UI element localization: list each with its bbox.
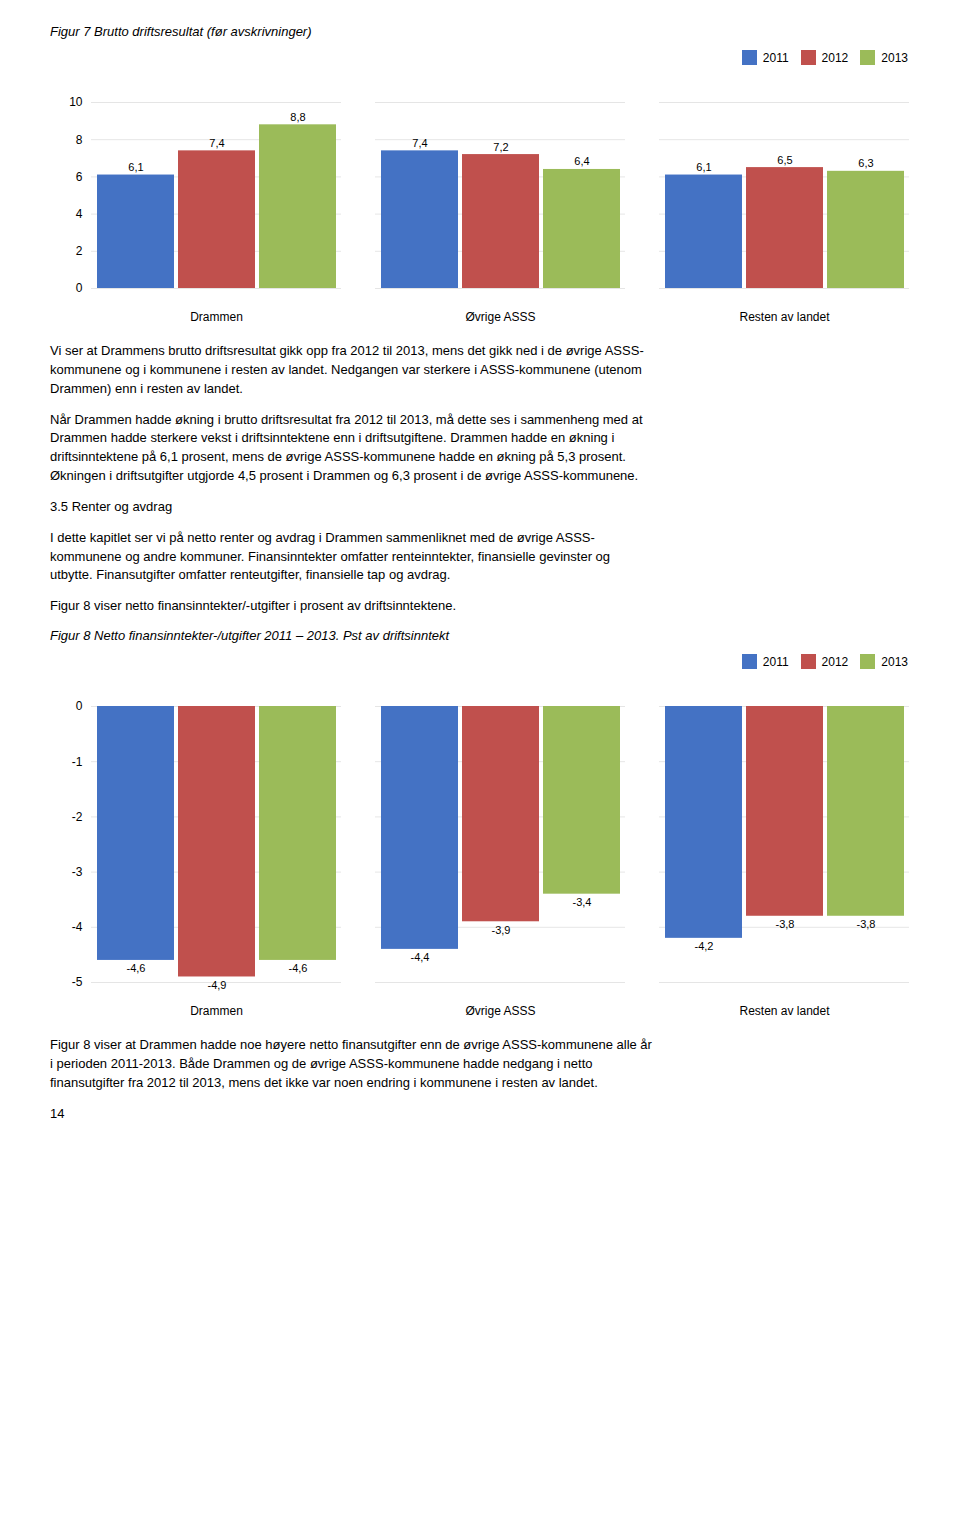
html-text:2012: 2012 (821, 50, 849, 65)
html-text:Når Drammen hadde økning i bru: Når Drammen hadde økning i brutto drifts… (50, 411, 643, 484)
svg-text:Resten av landet: Resten av landet (739, 310, 830, 324)
html-text:Figur 7 Brutto driftsresultat: Figur 7 Brutto driftsresultat (før avskr… (50, 24, 312, 39)
html-text:3.5 Renter og avdrag: 3.5 Renter og avdrag (50, 498, 173, 514)
svg-text:6,1: 6,1 (696, 161, 711, 173)
svg-text:0: 0 (76, 281, 83, 295)
svg-text:-3,8: -3,8 (857, 918, 876, 930)
svg-text:-3,4: -3,4 (573, 896, 592, 908)
html-text:I dette kapitlet ser vi på net: I dette kapitlet ser vi på netto renter … (50, 529, 610, 583)
svg-text:-5: -5 (72, 975, 83, 989)
svg-text:8: 8 (76, 133, 83, 147)
svg-text:6,3: 6,3 (858, 157, 873, 169)
svg-text:-2: -2 (72, 810, 83, 824)
svg-text:-4,4: -4,4 (411, 951, 430, 963)
svg-text:7,4: 7,4 (412, 137, 427, 149)
svg-text:8,8: 8,8 (290, 111, 305, 123)
html-text:2011: 2011 (762, 654, 789, 669)
svg-text:10: 10 (69, 95, 83, 109)
svg-text:-4,9: -4,9 (208, 979, 227, 991)
svg-text:0: 0 (76, 699, 83, 713)
svg-text:6,4: 6,4 (574, 155, 589, 167)
svg-text:4: 4 (76, 207, 83, 221)
svg-text:-4,6: -4,6 (289, 962, 308, 974)
svg-text:2: 2 (76, 244, 83, 258)
html-text:Figur 8 viser at Drammen hadde: Figur 8 viser at Drammen hadde noe høyer… (50, 1037, 652, 1090)
svg-text:7,2: 7,2 (493, 141, 508, 153)
svg-text:-3,8: -3,8 (776, 918, 795, 930)
svg-text:Drammen: Drammen (190, 1004, 243, 1018)
html-text:2011: 2011 (762, 50, 789, 65)
html-text:14: 14 (50, 1105, 65, 1121)
svg-text:6: 6 (76, 170, 83, 184)
svg-text:-4,6: -4,6 (127, 962, 146, 974)
svg-text:-4: -4 (72, 920, 83, 934)
svg-text:-3,9: -3,9 (492, 924, 511, 936)
svg-text:Resten av landet: Resten av landet (739, 1004, 830, 1018)
html-text:Vi ser at Drammens brutto drif: Vi ser at Drammens brutto driftsresultat… (50, 343, 644, 396)
svg-text:Øvrige ASSS: Øvrige ASSS (465, 310, 535, 324)
html-text:Figur 8 viser netto finansinnt: Figur 8 viser netto finansinntekter/-utg… (50, 598, 457, 614)
svg-text:-4,2: -4,2 (695, 940, 714, 952)
html-text:2013: 2013 (881, 50, 908, 65)
html-text:Figur 8 Netto finansinntekter-: Figur 8 Netto finansinntekter-/utgifter … (50, 628, 450, 644)
svg-text:Drammen: Drammen (190, 310, 243, 324)
svg-text:7,4: 7,4 (209, 137, 224, 149)
svg-text:Øvrige ASSS: Øvrige ASSS (465, 1004, 535, 1018)
svg-text:6,1: 6,1 (128, 161, 143, 173)
html-text:2013: 2013 (881, 654, 908, 669)
svg-text:-1: -1 (72, 755, 83, 769)
html-text:2012: 2012 (821, 654, 849, 669)
svg-text:-3: -3 (72, 865, 83, 879)
svg-text:6,5: 6,5 (777, 154, 792, 166)
